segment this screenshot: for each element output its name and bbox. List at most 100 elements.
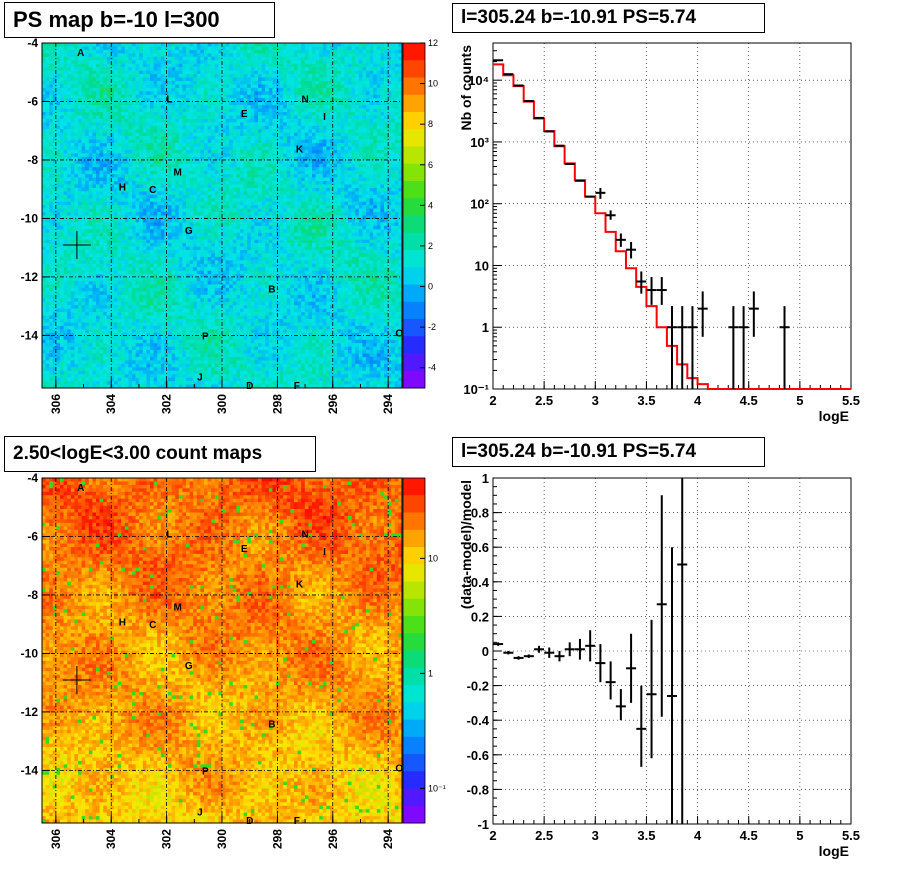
source-label-a: A [77, 483, 84, 494]
ps-map-panel: 306 304 302 300 298 296 294 -4 -6 -8 -10 -12 -14 A L E N… [21, 36, 438, 414]
colorbar-cell [403, 284, 425, 303]
colorbar-cell [403, 232, 425, 251]
colorbar-cell [403, 529, 425, 548]
colorbar-cell [403, 478, 425, 496]
colorbar-tick-label: -2 [428, 322, 436, 332]
map-grid [42, 478, 402, 823]
plot-grid [492, 477, 852, 825]
source-label-d: D [246, 381, 253, 392]
y-tick-label: -8 [27, 588, 38, 602]
x-tick-label: 3.5 [637, 393, 655, 408]
colorbar-cell [403, 112, 425, 130]
colorbar-cell [403, 754, 425, 772]
colorbar-cell [403, 146, 425, 165]
y-tick-label: 0.8 [471, 506, 489, 521]
y-tick-label: -6 [27, 529, 38, 543]
colorbar-cell [403, 598, 425, 617]
x-axis-label: logE [819, 408, 849, 424]
y-tick-label: 0.2 [471, 609, 489, 624]
colorbar-cell [403, 181, 425, 199]
source-label-k: K [296, 144, 304, 155]
y-tick-label: 0.6 [471, 540, 489, 555]
heatmap-cells [42, 478, 403, 824]
colorbar-frame [402, 42, 426, 389]
source-label-k: K [296, 579, 304, 590]
x-tick-label: 300 [215, 394, 229, 414]
y-tick-label: 0 [482, 644, 489, 659]
colorbar-cell [403, 60, 425, 78]
colorbar-cell [403, 667, 425, 686]
x-tick-label: 294 [381, 829, 395, 849]
x-tick-label: 306 [49, 829, 63, 849]
source-label-f: F [294, 381, 300, 392]
colorbar-cell [403, 215, 425, 234]
spectrum-title: l=305.24 b=-10.91 PS=5.74 [452, 3, 765, 33]
source-label-j: J [197, 372, 203, 383]
colorbar-cell [403, 267, 425, 285]
y-tick-label: -10 [21, 646, 39, 660]
colorbar-cell [403, 788, 425, 807]
source-label-l: L [166, 530, 172, 541]
x-tick-label: 298 [270, 394, 284, 414]
source-label-f: F [294, 816, 300, 827]
x-tick-label: 4.5 [740, 828, 758, 843]
colorbar-cell [403, 771, 425, 789]
x-tick-label: 298 [270, 829, 284, 849]
x-tick-label: 304 [104, 394, 118, 414]
colorbar-cell [403, 616, 425, 634]
map-grid [42, 43, 402, 388]
y-tick-label: -14 [21, 328, 39, 342]
ps-map-title: PS map b=-10 l=300 [4, 2, 275, 38]
colorbar-cell [403, 512, 425, 531]
colorbar-cell [403, 94, 425, 113]
source-label-a: A [77, 48, 84, 59]
x-tick-label: 294 [381, 394, 395, 414]
colorbar [402, 477, 426, 824]
colorbar-cell [403, 198, 425, 216]
y-tick-label: -0.6 [467, 748, 489, 763]
colorbar-frame [402, 477, 426, 824]
x-tick-label: 302 [160, 829, 174, 849]
colorbar-cell [403, 564, 425, 582]
x-tick-label: 5 [796, 393, 803, 408]
x-tick-label: 296 [326, 829, 340, 849]
y-tick-label: -12 [21, 705, 39, 719]
source-label-p: P [202, 331, 209, 342]
y-tick-label: 10³ [470, 135, 489, 150]
x-tick-label: 304 [104, 829, 118, 849]
x-tick-label: 2.5 [535, 393, 553, 408]
plot-grid [492, 43, 852, 390]
x-tick-label: 5.5 [842, 393, 860, 408]
x-tick-label: 4 [694, 393, 702, 408]
source-label-o: O [395, 328, 403, 339]
colorbar-cell [403, 250, 425, 268]
colorbar-cell [403, 353, 425, 372]
source-label-b: B [268, 285, 275, 296]
count-map-title: 2.50<logE<3.00 count maps [4, 436, 316, 472]
source-label-i: I [323, 547, 326, 558]
colorbar-cell [403, 736, 425, 755]
x-tick-label: 302 [160, 394, 174, 414]
source-label-c: C [149, 185, 156, 196]
x-tick-label: 2.5 [535, 828, 553, 843]
y-tick-label: -4 [27, 471, 38, 485]
source-label-o: O [395, 763, 403, 774]
colorbar-tick-label: 6 [428, 160, 433, 170]
colorbar-tick-label: 4 [428, 200, 433, 210]
source-label-n: N [301, 530, 308, 541]
heatmap-cells [42, 43, 403, 389]
x-tick-label: 306 [49, 394, 63, 414]
x-tick-label: 4.5 [740, 393, 758, 408]
x-tick-label: 2 [489, 393, 496, 408]
y-tick-label: 10² [470, 197, 489, 212]
y-tick-label: -10 [21, 211, 39, 225]
spectrum-panel: 2 2.5 3 3.5 4 4.5 5 5.5 10⁻¹ 1 10 10² 10³ 10⁴ logE Nb o… [458, 42, 860, 424]
y-tick-label: -4 [27, 36, 38, 50]
source-label-m: M [174, 603, 182, 614]
colorbar-tick-label: 10⁻¹ [428, 783, 446, 793]
y-tick-label: -0.8 [467, 782, 489, 797]
source-label-g: G [185, 661, 193, 672]
source-label-b: B [268, 720, 275, 731]
source-label-h: H [119, 182, 126, 193]
